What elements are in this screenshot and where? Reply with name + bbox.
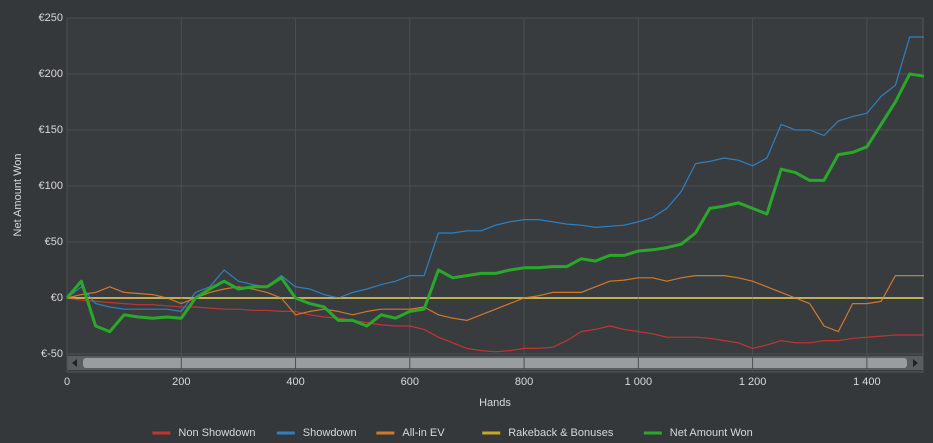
scroll-left[interactable] [72,359,77,367]
x-tick-label: 0 [64,376,70,388]
y-axis-title: Net Amount Won [12,154,24,237]
x-tick-label: 1 200 [739,376,767,388]
series-line [66,36,924,312]
y-tick-label: €100 [39,180,63,192]
legend-label: All-in EV [402,427,445,439]
scrollbar[interactable] [67,356,923,370]
legend-label: Net Amount Won [670,427,753,439]
y-tick-label: €-50 [41,348,63,360]
legend-label: Showdown [303,427,357,439]
scroll-thumb[interactable] [83,358,907,368]
y-tick-label: €250 [39,12,63,24]
y-tick-label: €50 [45,236,63,248]
x-tick-label: 1 000 [625,376,653,388]
y-tick-label: €200 [39,68,63,80]
series-line [66,297,924,353]
series-line [65,72,925,334]
x-tick-label: 800 [515,376,533,388]
legend-label: Rakeback & Bonuses [508,427,614,439]
x-tick-label: 200 [172,376,190,388]
legend-label: Non Showdown [178,427,255,439]
x-tick-label: 600 [401,376,419,388]
x-tick-label: 400 [286,376,304,388]
x-axis-title: Hands [479,397,511,409]
series-line [66,275,924,333]
plot-area [66,17,924,373]
y-tick-label: €150 [39,124,63,136]
scroll-right[interactable] [913,359,918,367]
x-tick-label: 1 400 [853,376,881,388]
y-tick-label: €0 [51,292,63,304]
